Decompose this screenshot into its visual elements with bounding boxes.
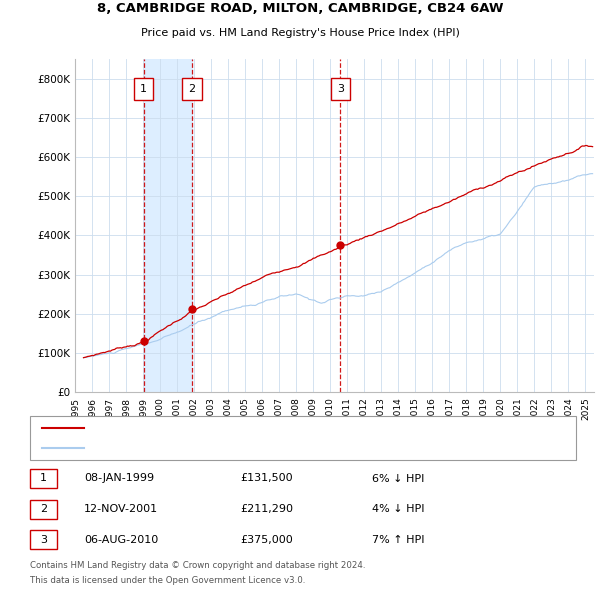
Text: 2: 2	[188, 84, 196, 94]
Text: £211,290: £211,290	[240, 504, 293, 514]
Text: 1: 1	[40, 474, 47, 483]
Text: 6% ↓ HPI: 6% ↓ HPI	[372, 474, 424, 483]
Text: HPI: Average price, detached house, South Cambridgeshire: HPI: Average price, detached house, Sout…	[90, 444, 372, 453]
Text: Contains HM Land Registry data © Crown copyright and database right 2024.: Contains HM Land Registry data © Crown c…	[30, 561, 365, 570]
Text: £375,000: £375,000	[240, 535, 293, 545]
Text: 12-NOV-2001: 12-NOV-2001	[84, 504, 158, 514]
Text: 7% ↑ HPI: 7% ↑ HPI	[372, 535, 425, 545]
Text: £131,500: £131,500	[240, 474, 293, 483]
Text: 8, CAMBRIDGE ROAD, MILTON, CAMBRIDGE, CB24 6AW (detached house): 8, CAMBRIDGE ROAD, MILTON, CAMBRIDGE, CB…	[90, 424, 437, 432]
Text: 08-JAN-1999: 08-JAN-1999	[84, 474, 154, 483]
Text: 06-AUG-2010: 06-AUG-2010	[84, 535, 158, 545]
Text: 1: 1	[140, 84, 147, 94]
Text: 2: 2	[40, 504, 47, 514]
Text: 3: 3	[40, 535, 47, 545]
Text: 8, CAMBRIDGE ROAD, MILTON, CAMBRIDGE, CB24 6AW: 8, CAMBRIDGE ROAD, MILTON, CAMBRIDGE, CB…	[97, 2, 503, 15]
Text: Price paid vs. HM Land Registry's House Price Index (HPI): Price paid vs. HM Land Registry's House …	[140, 28, 460, 38]
Bar	[143, 59, 192, 392]
Text: 4% ↓ HPI: 4% ↓ HPI	[372, 504, 425, 514]
Text: 3: 3	[337, 84, 344, 94]
Text: This data is licensed under the Open Government Licence v3.0.: This data is licensed under the Open Gov…	[30, 576, 305, 585]
